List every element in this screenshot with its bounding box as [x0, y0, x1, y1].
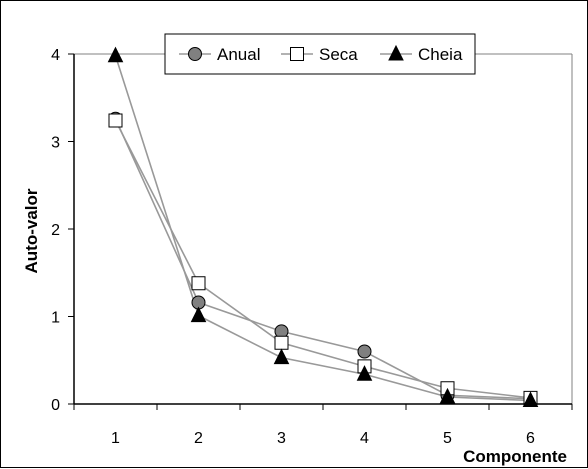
data-point-seca [108, 113, 123, 128]
series-line-seca [114, 120, 531, 399]
x-axis-title: Componente [463, 447, 567, 466]
series-line-cheia [114, 55, 531, 402]
y-tick-label: 3 [51, 135, 60, 152]
y-tick-label: 0 [51, 397, 60, 414]
data-point-seca [191, 276, 206, 291]
series-line-anual [114, 118, 531, 400]
axes [68, 53, 573, 410]
data-point-seca [274, 335, 289, 350]
x-tick-label: 6 [526, 430, 535, 447]
x-tick-label: 4 [360, 430, 369, 447]
legend-marker-cheia [388, 44, 404, 61]
series-markers [107, 46, 539, 407]
data-point-cheia [107, 46, 124, 63]
data-point-cheia [439, 387, 456, 404]
legend-label-anual: Anual [217, 45, 260, 64]
legend-box [164, 33, 476, 75]
legend-marker-anual [188, 47, 202, 61]
legend-label-seca: Seca [319, 45, 358, 64]
y-tick-label: 4 [51, 47, 60, 64]
x-tick-label: 3 [277, 430, 286, 447]
legend-label-cheia: Cheia [418, 45, 463, 64]
data-point-cheia [273, 348, 290, 365]
x-tick-label: 2 [194, 430, 203, 447]
legend-marker-seca [290, 47, 304, 61]
y-axis-title: Auto-valor [22, 188, 41, 273]
legend: Anual Seca Cheia [164, 33, 476, 75]
x-tick-label: 1 [111, 430, 120, 447]
series-lines [114, 55, 531, 402]
y-tick-label: 2 [51, 222, 60, 239]
data-point-cheia [190, 306, 207, 323]
data-point-cheia [522, 391, 539, 407]
x-tick-label: 5 [443, 430, 452, 447]
data-point-anual [357, 344, 372, 359]
tick-labels: 0 1 2 3 4 1 2 3 4 5 6 [51, 47, 535, 447]
y-tick-label: 1 [51, 310, 60, 327]
data-point-cheia [356, 365, 373, 381]
